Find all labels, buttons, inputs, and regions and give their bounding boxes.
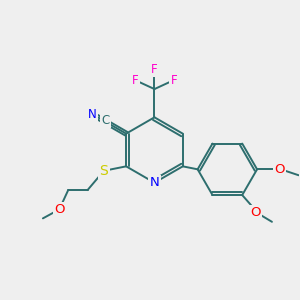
Text: C: C <box>101 114 110 127</box>
Text: F: F <box>170 74 177 87</box>
Text: O: O <box>250 206 261 219</box>
Text: O: O <box>274 163 285 176</box>
Text: N: N <box>88 108 97 121</box>
Text: F: F <box>151 63 158 76</box>
Text: N: N <box>150 176 159 189</box>
Text: F: F <box>132 74 139 87</box>
Text: S: S <box>100 164 108 178</box>
Text: O: O <box>54 203 64 216</box>
